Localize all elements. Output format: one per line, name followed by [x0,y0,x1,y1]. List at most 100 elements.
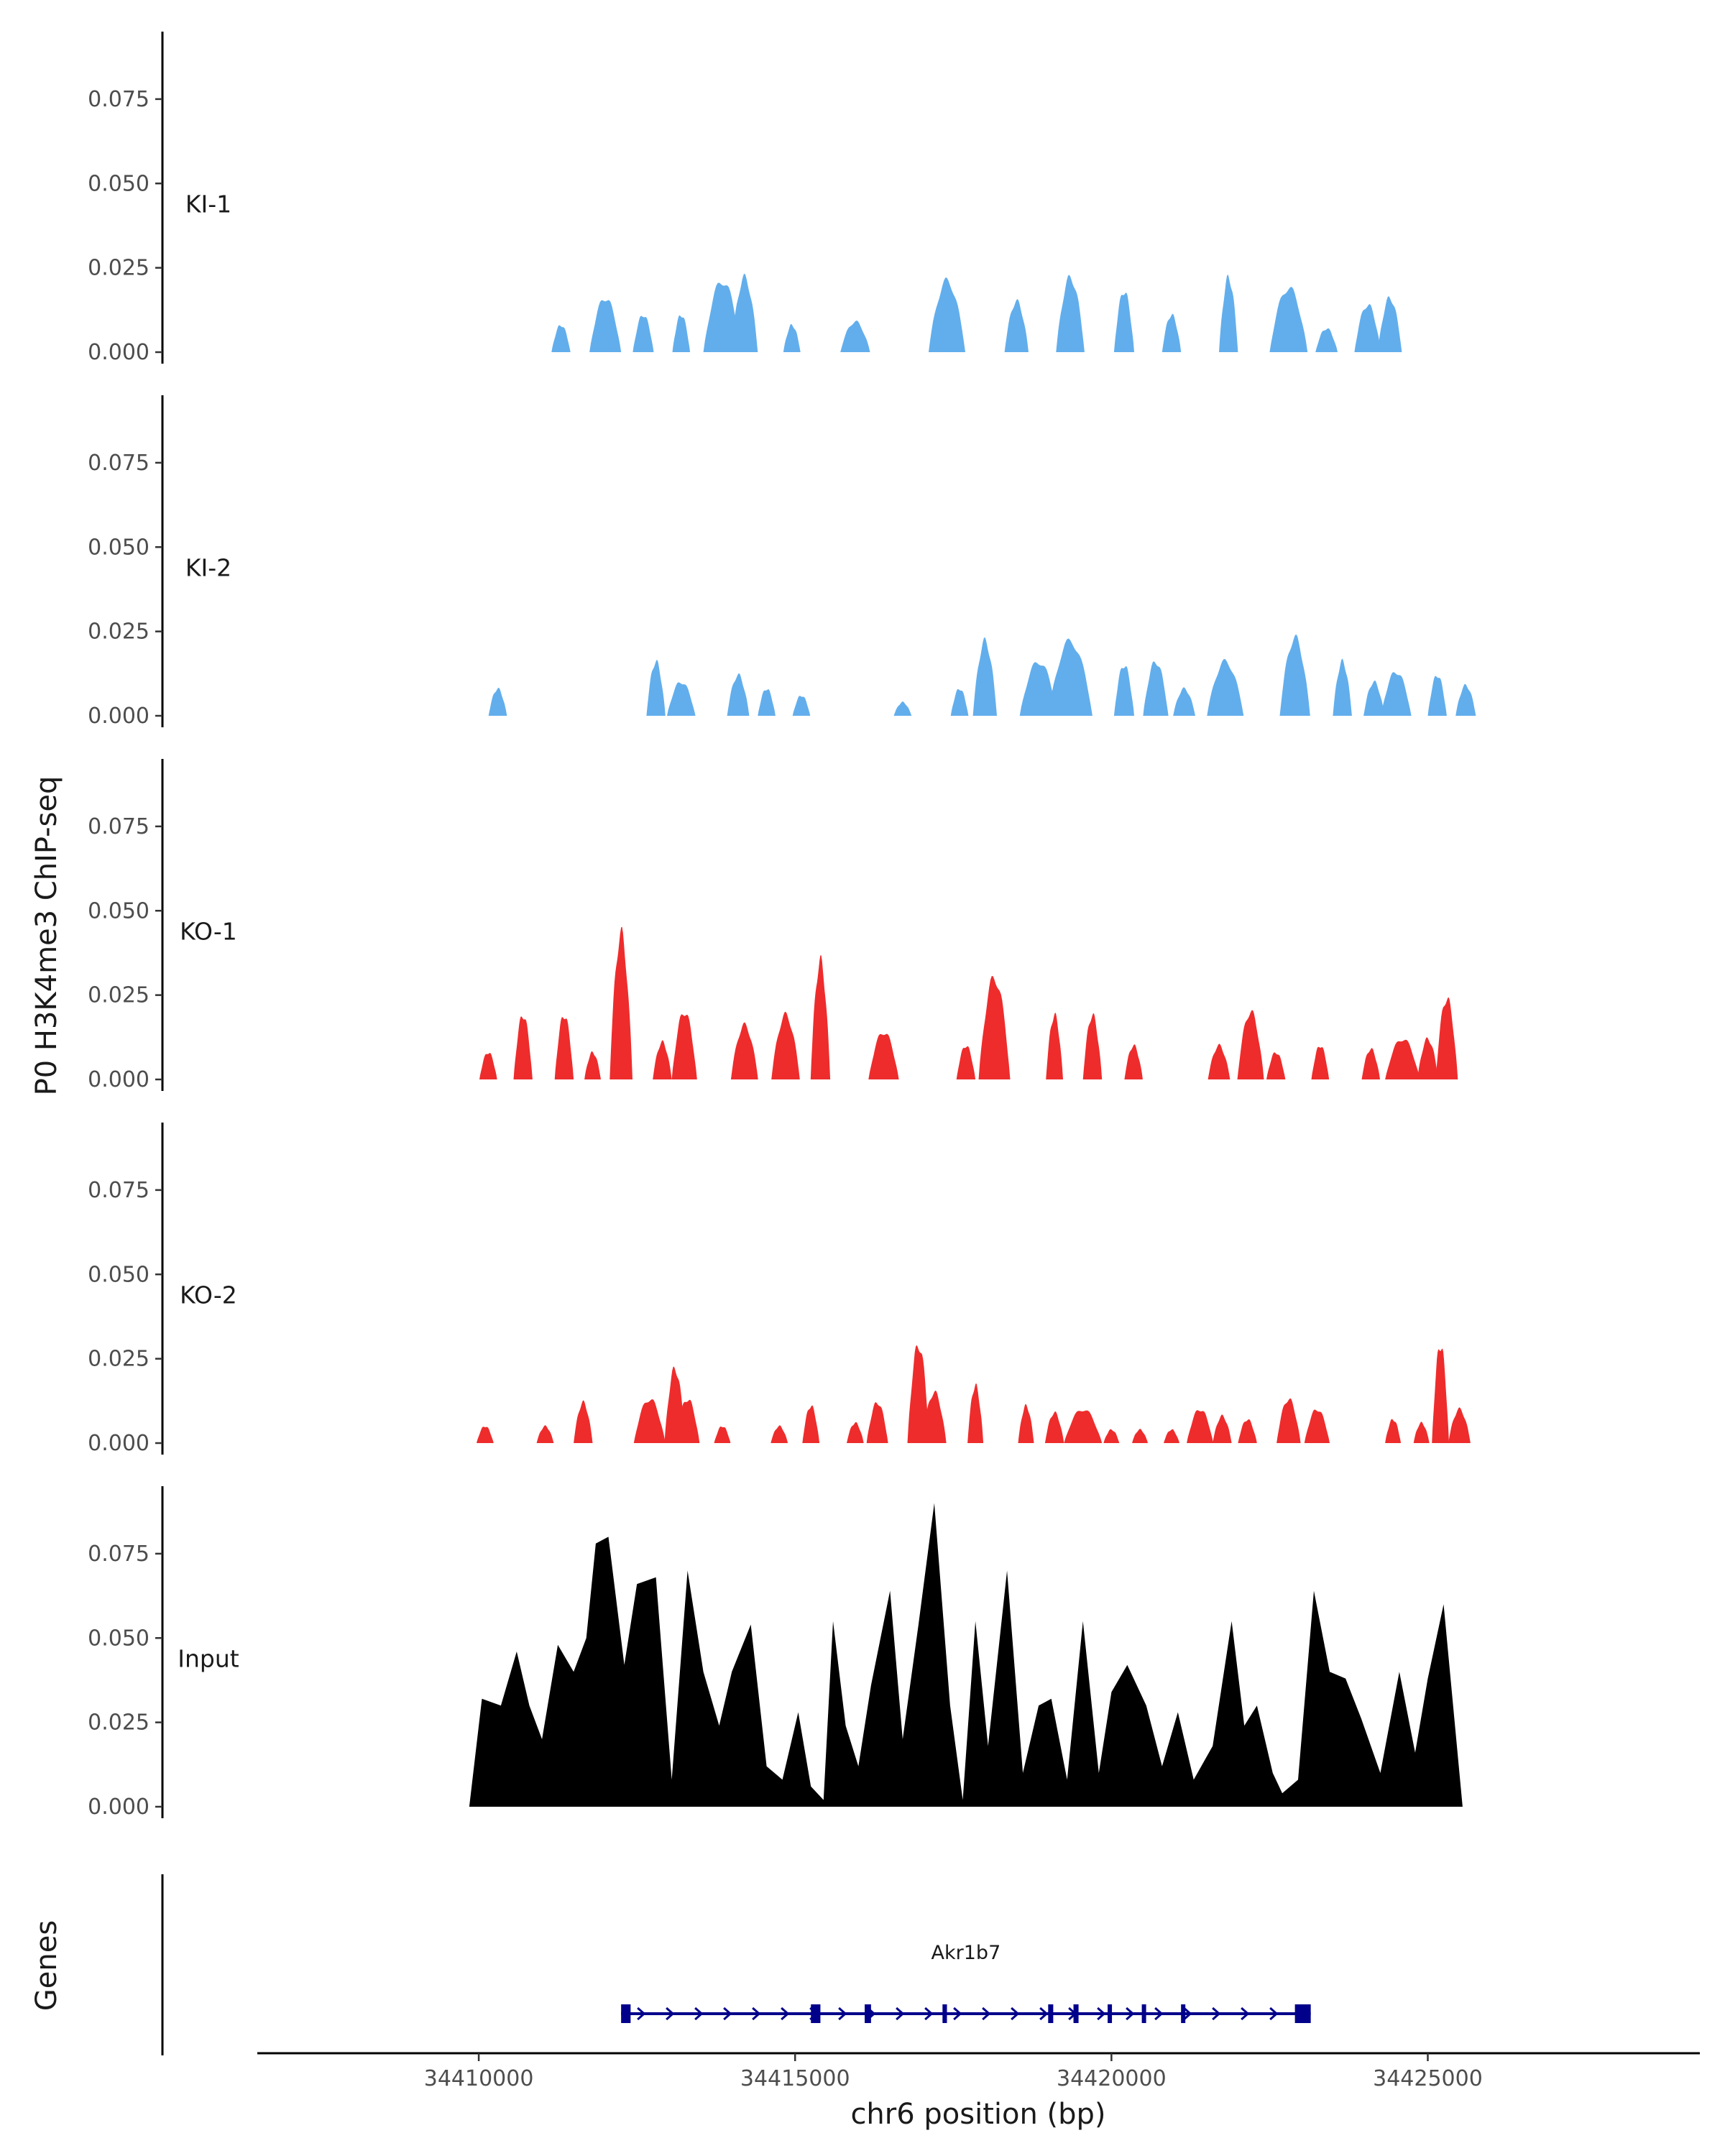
track-label: KI-2 [185,553,231,581]
gene-exon [1294,2004,1311,2023]
strand-arrow [1126,2007,1135,2021]
y-tick-label: 0.050 [88,1262,150,1287]
strand-arrow [1039,2007,1049,2021]
strand-arrow [723,2007,732,2021]
gene-exon [1073,2004,1079,2023]
coverage-peak [1363,680,1385,716]
coverage-peak [758,689,776,716]
track-label: KO-2 [180,1281,237,1309]
tracks-layer: 0.000 0.025 0.050 0.075 KI-1 0.000 0.025 0.050 0… [88,32,1476,1820]
coverage-peak [1315,328,1338,352]
track-label: Input [178,1644,239,1672]
coverage-peak [671,1014,697,1079]
track-ki-1: 0.000 0.025 0.050 0.075 KI-1 [88,32,1402,365]
coverage-peak [1385,1419,1402,1443]
coverage-peak [703,282,742,352]
coverage-peak [1048,638,1092,716]
coverage-peak [847,1422,864,1443]
strand-arrow [637,2007,646,2021]
coverage-peak [1004,299,1029,352]
y-tick-label: 0.025 [88,983,150,1008]
y-tick-label: 0.025 [88,619,150,645]
coverage-peak [633,1399,666,1443]
y-axis-title: P0 H3K4me3 ChIP-seq [30,776,63,1096]
y-tick-label: 0.025 [88,256,150,281]
coverage-peak [1455,683,1476,716]
coverage-peak [1385,1039,1420,1079]
track-label: KI-1 [185,190,231,218]
coverage-peak [584,1051,601,1079]
coverage-peak [1377,296,1402,352]
x-tick-label: 34420000 [1057,2066,1167,2091]
strand-arrow [1183,2007,1192,2021]
y-tick-label: 0.075 [88,814,150,839]
coverage-peak [1046,1012,1063,1079]
track-label: KO-1 [180,917,237,945]
coverage-peak [771,1011,800,1079]
strand-arrow [666,2007,675,2021]
coverage-peak [950,688,969,716]
coverage-peak [1269,287,1308,352]
y-tick-label: 0.025 [88,1347,150,1372]
coverage-peak [1448,1407,1471,1443]
strand-arrow [694,2007,704,2021]
genes-track: Akr1b7 [161,1874,1311,2055]
coverage-peak [1354,304,1381,352]
coverage-peak [574,1400,593,1443]
gene-exon [1181,2004,1186,2023]
coverage-peak [1279,634,1310,716]
strand-arrow [953,2007,962,2021]
coverage-peak [667,682,696,716]
coverage-peak [1333,658,1352,716]
coverage-peak [1082,1013,1103,1079]
strand-arrow [781,2007,790,2021]
coverage-peak [1113,666,1134,716]
coverage-peak [1207,659,1244,716]
coverage-peak [727,673,750,716]
coverage-peak [1143,661,1169,716]
coverage-peak [1427,676,1447,716]
coverage-peak [1266,1052,1286,1079]
coverage-peak [1219,274,1238,352]
gene-exon [811,2004,821,2023]
coverage-peak [1019,662,1058,716]
coverage-peak [479,1053,497,1079]
track-input: 0.000 0.025 0.050 0.075 Input [88,1486,1463,1820]
coverage-peak [802,1405,820,1443]
coverage-peak [1413,1422,1430,1443]
y-tick-label: 0.025 [88,1710,150,1736]
coverage-peak [672,315,691,352]
y-tick-label: 0.050 [88,898,150,923]
track-ko-1: 0.000 0.025 0.050 0.075 KO-1 [88,759,1458,1092]
coverage-peak [792,696,811,716]
coverage-peak [1276,1398,1301,1443]
coverage-peak [967,1383,984,1443]
coverage-peak [1381,672,1412,716]
track-ko-2: 0.000 0.025 0.050 0.075 KO-2 [88,1123,1471,1456]
y-tick-label: 0.000 [88,1431,150,1456]
coverage-peak [1213,1414,1232,1443]
y-tick-label: 0.000 [88,1795,150,1820]
coverage-peak [646,660,666,716]
y-tick-label: 0.000 [88,340,150,365]
coverage-peak [1304,1409,1330,1443]
coverage-peak [1187,1410,1214,1443]
coverage-peak [1064,1410,1103,1443]
gene-exon [1108,2004,1113,2023]
coverage-peak [1432,1348,1449,1443]
coverage-peak [770,1425,788,1443]
coverage-peak [551,325,571,352]
strand-arrow [1011,2007,1020,2021]
coverage-peak [513,1016,533,1079]
y-tick-label: 0.075 [88,451,150,476]
y-tick-label: 0.050 [88,1626,150,1651]
x-axis-title: chr6 position (bp) [850,2098,1105,2131]
coverage-peak [730,1022,758,1079]
coverage-peak [1361,1048,1380,1079]
coverage-peak [714,1427,731,1443]
coverage-peak [675,1399,700,1443]
x-tick-label: 34410000 [424,2066,534,2091]
input-coverage-area [469,1503,1463,1807]
